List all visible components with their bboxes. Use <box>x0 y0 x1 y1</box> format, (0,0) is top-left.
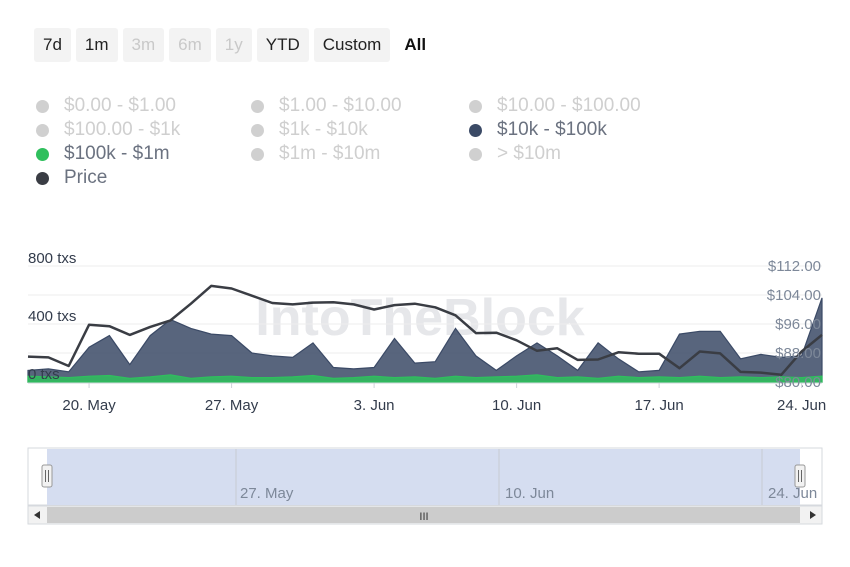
scrollbar-thumb[interactable] <box>47 507 800 523</box>
legend-item-1-00-10-00[interactable]: $1.00 - $10.00 <box>251 94 402 118</box>
navigator-tick-label: 10. Jun <box>505 485 554 502</box>
range-button-custom[interactable]: Custom <box>313 28 391 62</box>
scroll-left-arrow-icon[interactable] <box>34 511 40 519</box>
legend-label: Price <box>64 167 108 188</box>
legend-marker <box>36 99 49 113</box>
legend-marker <box>469 99 482 113</box>
legend-item-10k-100k[interactable]: $10k - $100k <box>469 118 607 142</box>
legend-item-100k-1m[interactable]: $100k - $1m <box>36 142 170 166</box>
y-right-tick-label: $88.00 <box>775 345 821 362</box>
range-button-all[interactable]: All <box>404 35 427 54</box>
x-tick-label: 27. May <box>205 397 259 414</box>
navigator-selection[interactable] <box>47 449 800 505</box>
legend-label: > $10m <box>497 143 561 164</box>
legend-label: $1.00 - $10.00 <box>279 95 402 116</box>
range-selector: 7d 1m 3m 6m 1y YTD Custom All <box>34 28 435 62</box>
navigator-handle-left[interactable] <box>41 464 53 488</box>
y-left-tick-label: 800 txs <box>28 250 76 267</box>
range-button-6m[interactable]: 6m <box>169 28 211 62</box>
line-series-price <box>27 284 823 377</box>
legend-marker <box>251 99 264 113</box>
legend-marker <box>36 147 49 161</box>
legend-label: $10.00 - $100.00 <box>497 95 641 116</box>
range-button-1m[interactable]: 1m <box>75 28 118 62</box>
y-right-tick-label: $104.00 <box>767 287 821 304</box>
legend-label: $0.00 - $1.00 <box>64 95 176 116</box>
watermark-logo: IntoTheBlock <box>255 289 584 347</box>
x-tick-label: 10. Jun <box>492 397 541 414</box>
y-right-tick-label: $80.00 <box>775 374 821 391</box>
y-left-tick-label: 0 txs <box>28 366 60 383</box>
legend-label: $100k - $1m <box>64 143 170 164</box>
legend-label: $100.00 - $1k <box>64 119 181 140</box>
area-series-100k-1m <box>27 374 823 383</box>
legend-marker <box>469 123 482 137</box>
scrollbar-grip: III <box>419 511 428 523</box>
chart: IntoTheBlock 0 txs 400 txs 800 txs $80.00 $88… <box>27 250 826 414</box>
legend-item-price[interactable]: Price <box>36 166 107 190</box>
legend-marker <box>36 171 49 185</box>
navigator: 27. May 10. Jun 24. Jun III <box>27 447 823 525</box>
range-button-1y[interactable]: 1y <box>215 28 252 62</box>
legend-label: $1k - $10k <box>279 119 368 140</box>
legend-marker <box>36 123 49 137</box>
legend-item-10m[interactable]: > $10m <box>469 142 561 166</box>
range-button-7d[interactable]: 7d <box>34 28 71 62</box>
legend-label: $10k - $100k <box>497 119 607 140</box>
navigator-tick-label: 24. Jun <box>768 485 817 502</box>
y-right-tick-label: $96.00 <box>775 316 821 333</box>
y-left-tick-label: 400 txs <box>28 308 76 325</box>
x-tick-label: 24. Jun <box>777 397 826 414</box>
x-tick-label: 17. Jun <box>635 397 684 414</box>
legend-label: $1m - $10m <box>279 143 381 164</box>
scroll-right-arrow-icon[interactable] <box>810 511 816 519</box>
legend-item-1k-10k[interactable]: $1k - $10k <box>251 118 368 142</box>
navigator-tick-label: 27. May <box>240 485 294 502</box>
legend-marker <box>251 123 264 137</box>
navigator-handle-right[interactable] <box>794 464 806 488</box>
area-series-10k-100k <box>27 297 823 383</box>
legend-item-1m-10m[interactable]: $1m - $10m <box>251 142 380 166</box>
legend-marker <box>251 147 264 161</box>
legend-item-100-00-1k[interactable]: $100.00 - $1k <box>36 118 180 142</box>
legend-item-0-00-1-00[interactable]: $0.00 - $1.00 <box>36 94 176 118</box>
x-tick-label: 3. Jun <box>354 397 395 414</box>
range-button-ytd[interactable]: YTD <box>256 28 309 62</box>
x-tick-label: 20. May <box>62 397 116 414</box>
legend-item-10-00-100-00[interactable]: $10.00 - $100.00 <box>469 94 641 118</box>
y-right-tick-label: $112.00 <box>768 258 821 275</box>
range-button-3m[interactable]: 3m <box>122 28 165 62</box>
legend-marker <box>469 147 482 161</box>
